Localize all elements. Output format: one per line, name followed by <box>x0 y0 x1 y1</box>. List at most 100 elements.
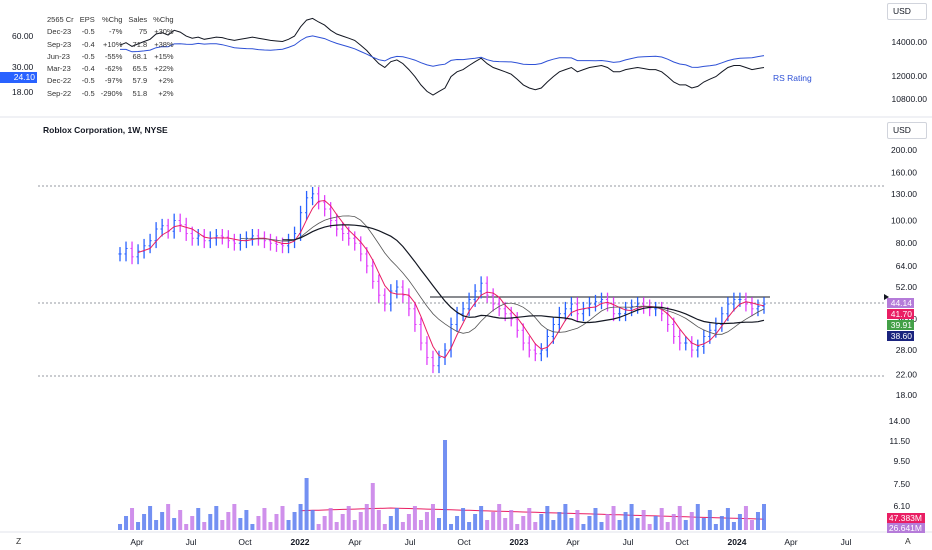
price-badge-label: 39.91 <box>891 320 913 330</box>
price-tick-label: 18.00 <box>896 390 918 400</box>
col-header: Sales <box>128 15 148 24</box>
volume-bar <box>352 520 357 530</box>
price-tick-label: 52.00 <box>896 282 918 292</box>
volume-bar <box>659 508 664 530</box>
eps-chg-cell: -7% <box>109 27 123 37</box>
volume-bar <box>412 506 417 530</box>
time-tick-label: Apr <box>130 537 143 547</box>
volume-bar <box>232 504 237 530</box>
volume-bar <box>154 520 159 530</box>
volume-bar <box>316 524 321 530</box>
table-row: Sep-22 -0.5 -290% 51.8 +2% <box>44 88 177 100</box>
price-tick-label: 64.00 <box>896 261 918 271</box>
volume-bar <box>671 514 676 530</box>
price-tick-label: 130.00 <box>891 189 917 199</box>
rs-left-label-3: 18.00 <box>12 87 34 97</box>
volume-bar <box>358 512 363 530</box>
price-badge <box>887 309 914 319</box>
volume-bar <box>713 524 718 530</box>
rs-tick-label: 10800.00 <box>892 94 928 104</box>
volume-badge-label: 26.641M <box>889 523 922 533</box>
quarter-cell: Dec-22 <box>47 76 72 86</box>
volume-bar <box>641 510 646 530</box>
main-currency-button[interactable]: USD <box>887 122 927 139</box>
volume-bar <box>328 508 333 530</box>
sales-cell: 57.9 <box>132 76 148 86</box>
volume-bar <box>256 516 261 530</box>
volume-bar <box>473 514 478 530</box>
fundamentals-header: 2565 Cr EPS %Chg Sales %Chg <box>44 14 177 26</box>
volume-bar <box>491 512 496 530</box>
volume-bar <box>647 524 652 530</box>
table-row: Dec-22 -0.5 -97% 57.9 +2% <box>44 75 177 87</box>
price-line-overlay <box>119 17 765 96</box>
volume-bar <box>605 514 610 530</box>
table-row: Jun-23 -0.5 -55% 68.1 +15% <box>44 51 177 63</box>
volume-bar <box>587 516 592 530</box>
price-badge <box>887 298 914 308</box>
volume-bar <box>382 524 387 530</box>
rs-line <box>120 35 765 68</box>
eps-chg-cell: -62% <box>104 64 123 74</box>
sales-cell: 65.5 <box>132 64 148 74</box>
time-tick-label: Oct <box>238 537 252 547</box>
volume-bar <box>148 506 153 530</box>
volume-bar <box>725 508 730 530</box>
volume-bar <box>436 518 441 530</box>
quarter-cell: Dec-23 <box>47 27 72 37</box>
time-tick-label: Apr <box>784 537 797 547</box>
price-tick-label: 80.00 <box>896 238 918 248</box>
volume-bar <box>418 520 423 530</box>
volume-axis: 14.00 11.50 9.50 7.50 6.10 <box>889 416 911 511</box>
rs-tick-label: 14000.00 <box>892 37 928 47</box>
sales-chg-cell: +38% <box>154 39 174 49</box>
price-tick-label: 100.00 <box>891 216 917 226</box>
volume-bar <box>130 508 135 530</box>
volume-bar <box>569 518 574 530</box>
volume-bar <box>467 522 472 530</box>
sales-chg-cell: +30% <box>154 27 174 37</box>
volume-bar <box>298 504 303 530</box>
volume-bar <box>226 512 231 530</box>
volume-bar <box>695 504 700 530</box>
volume-bar <box>394 508 399 530</box>
volume-bar <box>322 516 327 530</box>
volume-bar <box>208 514 213 530</box>
volume-bar <box>749 520 754 530</box>
sales-chg-cell: +15% <box>154 51 174 61</box>
auto-scale-button[interactable]: A <box>905 536 911 546</box>
eps-cell: -0.5 <box>81 51 95 61</box>
volume-bar <box>677 506 682 530</box>
volume-badge-label: 47.383M <box>889 513 922 523</box>
rs-currency-button[interactable]: USD <box>887 3 927 20</box>
volume-bar <box>142 514 147 530</box>
time-axis: Apr Jul Oct 2022 Apr Jul Oct 2023 Apr Jul Oct 2024 A… <box>130 537 851 547</box>
volume-bar <box>497 504 502 530</box>
ma-long-line <box>282 224 765 325</box>
time-tick-label: 2024 <box>728 537 747 547</box>
volume-tick-label: 11.50 <box>889 436 910 446</box>
volume-bar <box>370 483 375 530</box>
volume-bar <box>196 508 201 530</box>
volume-bar <box>653 516 658 530</box>
candles <box>118 186 766 374</box>
volume-bar <box>755 512 760 530</box>
price-tick-label: 200.00 <box>891 145 917 155</box>
volume-average-line <box>300 507 765 520</box>
volume-bar <box>719 516 724 530</box>
volume-bar <box>334 522 339 530</box>
volume-bar <box>388 516 393 530</box>
rs-left-badge: 24.10 <box>0 72 37 83</box>
time-tick-label: Oct <box>675 537 689 547</box>
volume-bar <box>629 504 634 530</box>
volume-bar <box>689 512 694 530</box>
volume-bar <box>593 508 598 530</box>
volume-bar <box>581 524 586 530</box>
price-marker-icon <box>884 294 889 300</box>
time-tick-label: 2023 <box>510 537 529 547</box>
volume-bar <box>136 522 141 530</box>
volume-bar <box>172 518 177 530</box>
timezone-button[interactable]: Z <box>16 536 22 546</box>
volume-bar <box>310 510 315 530</box>
